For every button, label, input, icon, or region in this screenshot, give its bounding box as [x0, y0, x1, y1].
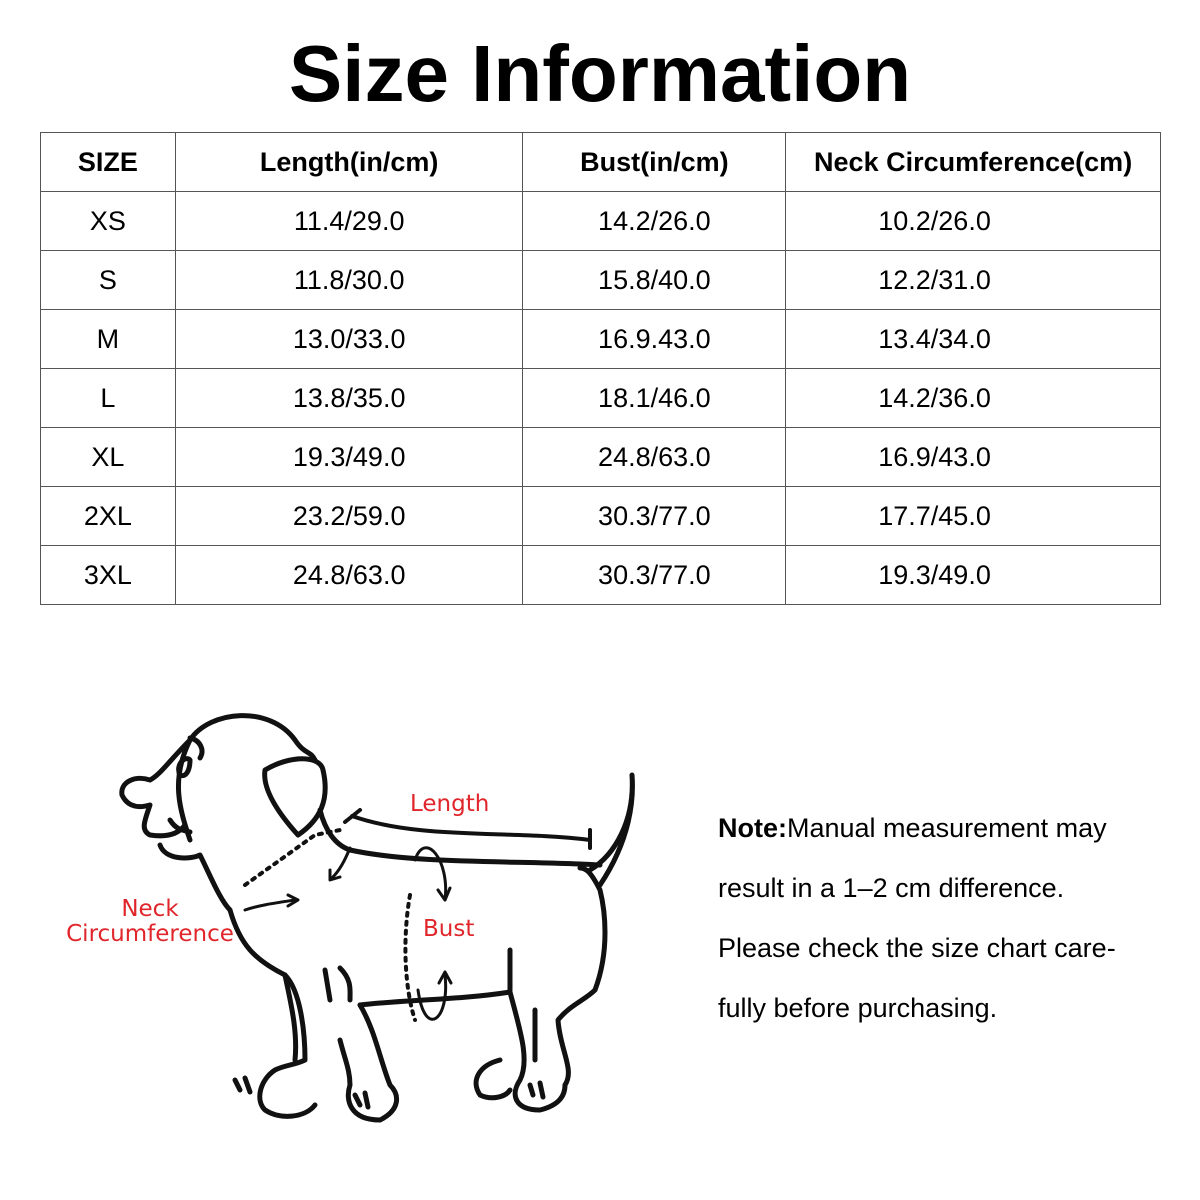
cell-bust: 16.9.43.0 [522, 309, 787, 369]
cell-neck: 19.3/49.0 [785, 545, 1161, 605]
bust-label: Bust [423, 916, 475, 942]
cell-neck: 10.2/26.0 [785, 191, 1161, 251]
note-text: Manual measurement may [787, 813, 1107, 843]
table-row: L 13.8/35.0 18.1/46.0 14.2/36.0 [40, 368, 1161, 428]
cell-bust: 24.8/63.0 [522, 427, 787, 487]
cell-size: S [40, 250, 176, 310]
cell-length: 11.8/30.0 [174, 250, 524, 310]
cell-bust: 18.1/46.0 [522, 368, 787, 428]
neck-label-line2: Circumference [66, 921, 234, 947]
note-line: fully before purchasing. [718, 993, 998, 1023]
cell-bust: 30.3/77.0 [522, 486, 787, 546]
neck-circumference-label: Neck Circumference [50, 897, 250, 947]
cell-length: 11.4/29.0 [174, 191, 524, 251]
table-row: S 11.8/30.0 15.8/40.0 12.2/31.0 [40, 250, 1161, 310]
note-line: Note:Manual measurement may [718, 798, 1188, 858]
cell-size: XL [40, 427, 176, 487]
note-prefix: Note: [718, 813, 787, 843]
cell-neck: 12.2/31.0 [785, 250, 1161, 310]
cell-length: 23.2/59.0 [174, 486, 524, 546]
cell-size: XS [40, 191, 176, 251]
cell-neck: 17.7/45.0 [785, 486, 1161, 546]
cell-size: M [40, 309, 176, 369]
size-table: SIZE Length(in/cm) Bust(in/cm) Neck Circ… [40, 132, 1161, 605]
table-row: XS 11.4/29.0 14.2/26.0 10.2/26.0 [40, 191, 1161, 251]
dog-illustration [119, 713, 635, 1123]
table-row: M 13.0/33.0 16.9.43.0 13.4/34.0 [40, 309, 1161, 369]
cell-size: 2XL [40, 486, 176, 546]
cell-length: 19.3/49.0 [174, 427, 524, 487]
page-title: Size Information [288, 29, 912, 118]
table-header-row: SIZE Length(in/cm) Bust(in/cm) Neck Circ… [40, 132, 1161, 192]
header-length: Length(in/cm) [174, 132, 524, 192]
cell-bust: 14.2/26.0 [522, 191, 787, 251]
neck-label-line1: Neck [121, 896, 179, 922]
header-size: SIZE [40, 132, 176, 192]
measurement-note: Note:Manual measurement may result in a … [718, 798, 1188, 1038]
cell-size: 3XL [40, 545, 176, 605]
cell-bust: 30.3/77.0 [522, 545, 787, 605]
note-line: result in a 1–2 cm difference. [718, 873, 1065, 903]
cell-size: L [40, 368, 176, 428]
dog-measurement-diagram: Length Neck Circumference Bust [40, 700, 680, 1160]
cell-length: 13.8/35.0 [174, 368, 524, 428]
cell-length: 24.8/63.0 [174, 545, 524, 605]
table-row: 3XL 24.8/63.0 30.3/77.0 19.3/49.0 [40, 545, 1161, 605]
note-line: Please check the size chart care- [718, 933, 1116, 963]
table-row: XL 19.3/49.0 24.8/63.0 16.9/43.0 [40, 427, 1161, 487]
cell-bust: 15.8/40.0 [522, 250, 787, 310]
header-bust: Bust(in/cm) [522, 132, 787, 192]
table-row: 2XL 23.2/59.0 30.3/77.0 17.7/45.0 [40, 486, 1161, 546]
length-label: Length [410, 791, 490, 817]
cell-length: 13.0/33.0 [174, 309, 524, 369]
cell-neck: 16.9/43.0 [785, 427, 1161, 487]
cell-neck: 14.2/36.0 [785, 368, 1161, 428]
cell-neck: 13.4/34.0 [785, 309, 1161, 369]
header-neck: Neck Circumference(cm) [785, 132, 1161, 192]
